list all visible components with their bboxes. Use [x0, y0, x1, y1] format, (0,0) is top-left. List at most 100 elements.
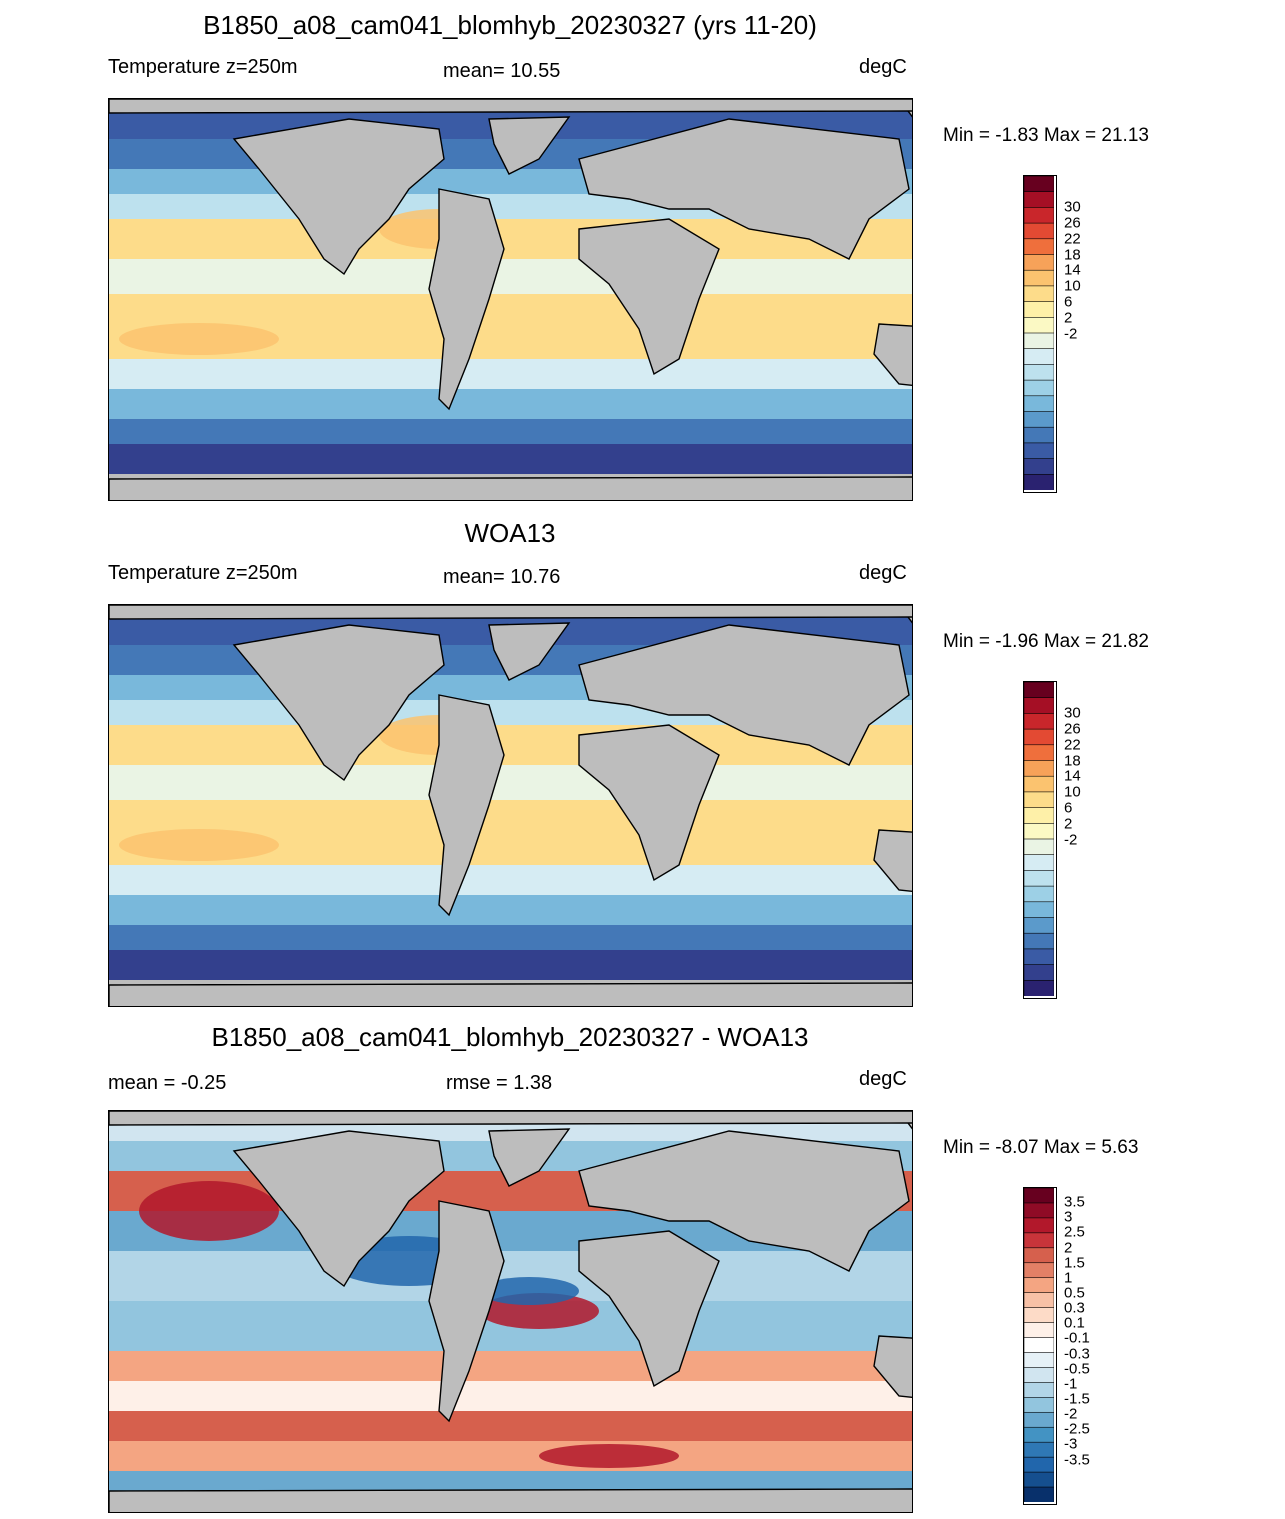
land-mass	[109, 476, 912, 500]
colorbar-swatch	[1024, 1426, 1054, 1443]
land-mass	[232, 1130, 445, 1288]
colorbar-swatch	[1024, 1322, 1054, 1339]
colorbar-swatch	[1024, 1202, 1054, 1219]
colorbar-swatch	[1024, 458, 1054, 476]
warm-core-blob	[119, 829, 279, 861]
panel2-title: WOA13	[464, 518, 556, 548]
panel3-title: B1850_a08_cam041_blomhyb_20230327 - WOA1…	[211, 1022, 809, 1052]
colorbar-swatch	[1024, 238, 1054, 256]
panel2-variable-label: Temperature z=250m	[108, 562, 298, 584]
colorbar-tick-label: 18	[1064, 246, 1081, 263]
colorbar-tick-label: -2	[1064, 325, 1078, 343]
ocean-band	[109, 925, 912, 950]
colorbar-tick-label: 2	[1064, 815, 1073, 833]
colorbar-swatch	[1024, 473, 1054, 490]
colorbar-tick-label: 10	[1064, 277, 1081, 295]
colorbar-swatch	[1024, 697, 1054, 715]
anomaly-blob	[539, 1444, 679, 1468]
colorbar-tick-label: 30	[1064, 198, 1081, 216]
colorbar-tick-label: -0.5	[1064, 1360, 1090, 1378]
colorbar-tick-label: -3.5	[1064, 1451, 1090, 1469]
colorbar-swatch	[1024, 348, 1054, 366]
colorbar-swatch	[1024, 395, 1054, 413]
colorbar-tick-label: -1.5	[1064, 1390, 1090, 1408]
colorbar-swatch	[1024, 1441, 1054, 1458]
colorbar-swatch	[1024, 838, 1054, 856]
colorbar-swatches	[1024, 176, 1054, 490]
colorbar-swatch	[1024, 1307, 1054, 1324]
colorbar-swatch	[1024, 728, 1054, 746]
land-mass	[109, 982, 912, 1006]
ocean-band	[109, 359, 912, 389]
colorbar-tick-label: 14	[1064, 767, 1081, 785]
panel2-mean-label: mean= 10.76	[443, 566, 561, 588]
colorbar-swatch	[1024, 426, 1054, 444]
land-mass	[578, 1130, 910, 1272]
colorbar-swatch	[1024, 1262, 1054, 1279]
ocean-band	[109, 1441, 912, 1471]
land-mass	[109, 99, 912, 114]
colorbar-swatch	[1024, 1382, 1054, 1399]
colorbar-swatch	[1024, 1367, 1054, 1384]
colorbar-swatch	[1024, 760, 1054, 778]
colorbar-swatch	[1024, 301, 1054, 319]
land-mass	[109, 1488, 912, 1512]
anomaly-blob	[139, 1181, 279, 1241]
panel3-units-label: degC	[859, 1068, 907, 1090]
panel1-variable-label: Temperature z=250m	[108, 56, 298, 78]
colorbar-swatch	[1024, 317, 1054, 334]
colorbar-tick-label: 2	[1064, 309, 1073, 327]
panel1-title: B1850_a08_cam041_blomhyb_20230327 (yrs 1…	[203, 10, 817, 40]
colorbar-swatch	[1024, 932, 1054, 950]
ocean-band	[109, 765, 912, 800]
panel2-minmax: Min = -1.96 Max = 21.82	[943, 631, 1149, 652]
colorbar-swatch	[1024, 285, 1054, 303]
anomaly-blob	[479, 1277, 579, 1305]
ocean-band	[109, 389, 912, 419]
ocean-band	[109, 259, 912, 294]
colorbar-swatch	[1024, 979, 1054, 996]
land-mass	[873, 1335, 912, 1399]
colorbar-swatch	[1024, 713, 1054, 730]
land-mass	[873, 829, 912, 893]
panel2-colorbar	[1023, 681, 1057, 999]
land-mass	[109, 605, 912, 620]
land-mass	[578, 218, 720, 376]
panel3-mean-label: mean = -0.25	[108, 1072, 227, 1094]
land-mass	[428, 1200, 505, 1423]
panel3-minmax: Min = -8.07 Max = 5.63	[943, 1137, 1139, 1158]
colorbar-swatch	[1024, 332, 1054, 350]
colorbar-tick-label: 26	[1064, 214, 1081, 232]
colorbar-swatches	[1024, 682, 1054, 996]
panel1-mean-label: mean= 10.55	[443, 60, 561, 82]
colorbar-tick-label: -0.1	[1064, 1329, 1090, 1347]
colorbar-tick-label: -2.5	[1064, 1420, 1090, 1438]
colorbar-tick-label: 0.1	[1064, 1314, 1085, 1332]
colorbar-tick-label: 30	[1064, 704, 1081, 722]
colorbar-swatch	[1024, 744, 1054, 762]
colorbar-swatch	[1024, 854, 1054, 872]
land-mass	[488, 116, 571, 175]
panel1-units-label: degC	[859, 56, 907, 78]
colorbar-swatch	[1024, 379, 1054, 397]
panel2-units-label: degC	[859, 562, 907, 584]
colorbar-swatch	[1024, 823, 1054, 840]
colorbar-tick-label: 2	[1064, 1239, 1073, 1257]
colorbar-swatch	[1024, 207, 1054, 224]
ocean-band	[109, 444, 912, 474]
warm-core-blob	[119, 323, 279, 355]
colorbar-swatch	[1024, 254, 1054, 272]
colorbar-swatch	[1024, 1411, 1054, 1429]
colorbar-swatch	[1024, 269, 1054, 287]
panel3-map	[108, 1110, 913, 1513]
colorbar-swatch	[1024, 1486, 1054, 1502]
land-mass	[578, 118, 910, 260]
ocean-band	[109, 419, 912, 444]
ocean-band	[109, 1381, 912, 1411]
colorbar-tick-label: 3	[1064, 1208, 1073, 1226]
panel3-rmse-label: rmse = 1.38	[446, 1072, 553, 1094]
ocean-band	[109, 1471, 912, 1491]
land-mass	[232, 624, 445, 782]
colorbar-swatch	[1024, 885, 1054, 903]
colorbar-tick-label: 3.5	[1064, 1193, 1085, 1211]
